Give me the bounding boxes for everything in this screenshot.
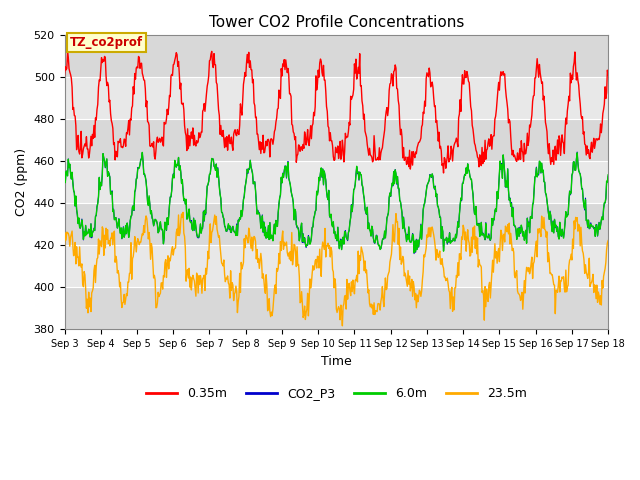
- Y-axis label: CO2 (ppm): CO2 (ppm): [15, 148, 28, 216]
- Title: Tower CO2 Profile Concentrations: Tower CO2 Profile Concentrations: [209, 15, 464, 30]
- Bar: [65, 204, 608, 245]
- Bar: [65, 245, 608, 288]
- Legend: 0.35m, CO2_P3, 6.0m, 23.5m: 0.35m, CO2_P3, 6.0m, 23.5m: [141, 383, 532, 406]
- Bar: [65, 36, 608, 77]
- Bar: [65, 161, 608, 204]
- X-axis label: Time: Time: [321, 355, 352, 368]
- Text: TZ_co2prof: TZ_co2prof: [70, 36, 143, 48]
- Bar: [65, 120, 608, 161]
- Bar: [65, 77, 608, 120]
- Bar: [65, 288, 608, 329]
